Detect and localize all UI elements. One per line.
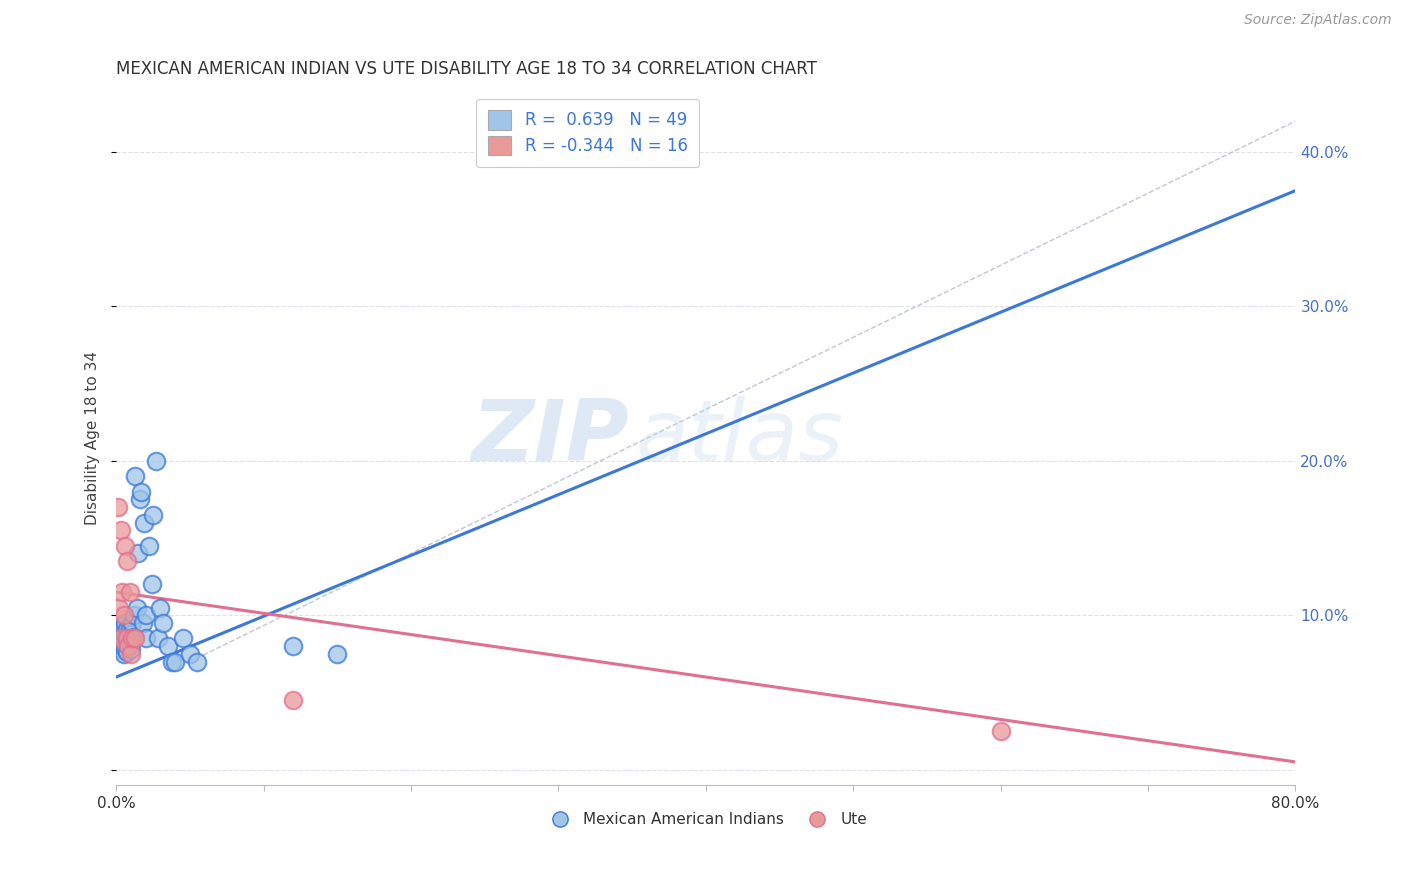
Point: [110, 636, 132, 650]
Point: [115, 622, 138, 636]
Point: [111, 621, 134, 635]
Point: [112, 634, 135, 648]
Point: [114, 539, 136, 553]
Point: [121, 632, 143, 646]
Point: [145, 454, 167, 468]
Point: [118, 621, 141, 635]
Point: [281, 693, 304, 707]
Point: [118, 585, 141, 599]
Point: [111, 642, 134, 657]
Text: ZIP: ZIP: [471, 396, 630, 479]
Point: [132, 615, 155, 630]
Point: [120, 627, 142, 641]
Point: [165, 655, 187, 669]
Point: [326, 647, 349, 661]
Point: [162, 655, 184, 669]
Point: [121, 615, 143, 630]
Point: [122, 630, 145, 644]
Point: [114, 640, 136, 655]
Point: [134, 516, 156, 530]
Point: [112, 647, 135, 661]
Point: [146, 632, 169, 646]
Point: [107, 632, 129, 646]
Point: [179, 647, 201, 661]
Point: [149, 600, 172, 615]
Point: [156, 639, 179, 653]
Point: [138, 539, 160, 553]
Point: [128, 492, 150, 507]
Point: [115, 554, 138, 568]
Point: [115, 632, 138, 647]
Point: [111, 585, 134, 599]
Legend: Mexican American Indians, Ute: Mexican American Indians, Ute: [538, 805, 873, 833]
Point: [152, 615, 174, 630]
Y-axis label: Disability Age 18 to 34: Disability Age 18 to 34: [86, 351, 100, 524]
Point: [108, 627, 131, 641]
Point: [115, 645, 138, 659]
Point: [135, 608, 157, 623]
Text: atlas: atlas: [636, 396, 844, 479]
Point: [108, 639, 131, 653]
Point: [281, 639, 304, 653]
Point: [120, 647, 142, 661]
Text: MEXICAN AMERICAN INDIAN VS UTE DISABILITY AGE 18 TO 34 CORRELATION CHART: MEXICAN AMERICAN INDIAN VS UTE DISABILIT…: [117, 60, 817, 78]
Point: [141, 577, 163, 591]
Point: [108, 600, 131, 615]
Point: [114, 630, 136, 644]
Point: [117, 639, 139, 653]
Point: [110, 624, 132, 638]
Point: [122, 608, 145, 623]
Point: [990, 724, 1012, 739]
Point: [117, 628, 139, 642]
Point: [142, 508, 165, 522]
Point: [135, 632, 157, 646]
Point: [112, 608, 135, 623]
Point: [112, 619, 135, 633]
Point: [124, 632, 146, 646]
Point: [125, 600, 148, 615]
Point: [124, 469, 146, 483]
Text: Source: ZipAtlas.com: Source: ZipAtlas.com: [1244, 13, 1392, 28]
Point: [117, 639, 139, 653]
Point: [120, 642, 142, 657]
Point: [172, 632, 194, 646]
Point: [114, 615, 136, 630]
Point: [131, 484, 153, 499]
Point: [118, 634, 141, 648]
Point: [110, 632, 132, 646]
Point: [127, 546, 149, 560]
Point: [107, 500, 129, 515]
Point: [115, 632, 138, 646]
Point: [186, 655, 208, 669]
Point: [110, 524, 132, 538]
